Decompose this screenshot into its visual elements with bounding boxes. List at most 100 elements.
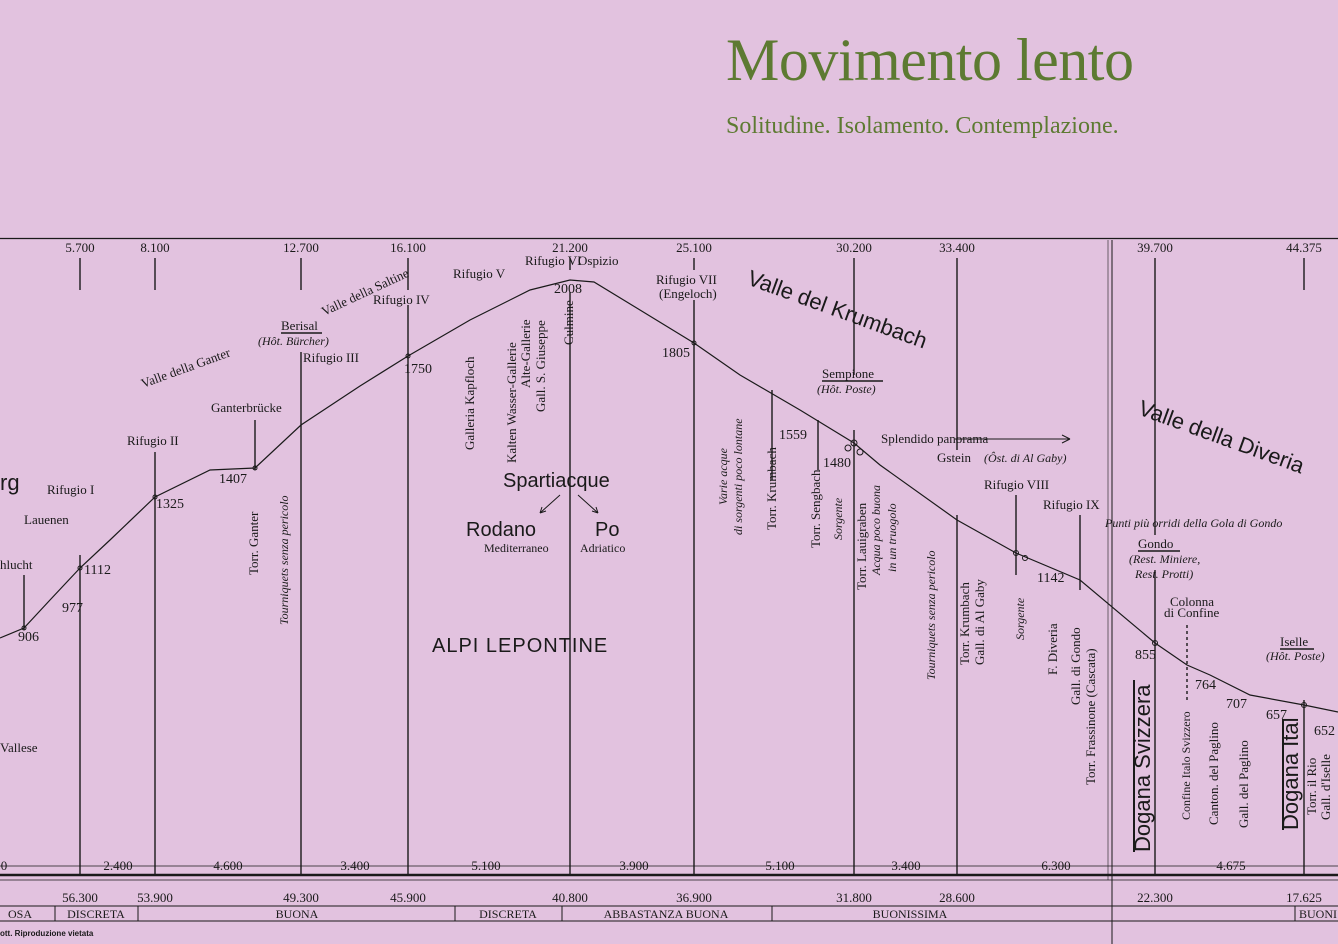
rifugio-label: Rifugio IV [373,292,430,307]
segment-length-labels: 0 2.400 4.600 3.400 5.100 3.900 5.100 3.… [1,858,1246,873]
gondo-rest-label: Rest. Protti) [1134,567,1193,581]
divide-label: Spartiacque [503,470,610,492]
elevation-label: 764 [1195,678,1216,693]
gondo-rest-label: (Rest. Miniere, [1129,552,1200,566]
sempione-label: Sempione [822,366,874,381]
schlucht-label: hlucht [0,557,33,572]
gall-al-gaby-label: Gall. di Al Gaby [972,579,987,665]
canton-paglino-label: Canton. del Paglino [1206,722,1221,825]
top-km-labels: 5.700 8.100 12.700 16.100 21.200 25.100 … [65,240,1322,255]
rifugio-label: Rifugio VI [525,253,581,268]
torr-frassinone-label: Torr. Frassinone (Cascata) [1083,648,1098,785]
gola-label: Punti più orridi della Gola di Gondo [1104,516,1282,530]
rifugio-label: Rifugio VIII [984,477,1049,492]
top-km-label: 16.100 [390,240,426,255]
segment-length: 3.400 [891,858,920,873]
range-name: ALPI LEPONTINE [432,635,608,657]
gstein-label: Gstein [937,450,971,465]
top-km-label: 25.100 [676,240,712,255]
tourniquets-label: Tourniquets senza pericolo [277,495,291,625]
f-diveria-label: F. Diveria [1045,623,1060,675]
alte-label: Alte-Gallerie [518,319,533,388]
ganterbrucke-label: Ganterbrücke [211,400,282,415]
bottom-km-label: 28.600 [939,890,975,905]
tourniquets-label: Tourniquets senza pericolo [924,550,938,680]
elevation-label: 1325 [156,497,184,512]
valle-diveria-label: Valle della Diveria [1135,395,1308,478]
engeloch-label: (Engeloch) [659,286,717,301]
iselle-hotel-label: (Hôt. Poste) [1266,649,1325,663]
valle-ganter-label: Valle della Ganter [139,344,233,390]
segment-length: 3.900 [619,858,648,873]
sorgente-label: Sorgente [1013,597,1027,640]
segment-length: 6.300 [1041,858,1070,873]
elevation-label: 2008 [554,282,582,297]
vallese-label: Vallese [0,740,38,755]
segment-length: 2.400 [103,858,132,873]
bottom-km-label: 31.800 [836,890,872,905]
road-quality: OSA [8,907,32,921]
divide-arrows [539,434,1071,514]
confine-label: di Confine [1164,605,1219,620]
top-km-label: 44.375 [1286,240,1322,255]
bottom-km-label: 17.625 [1286,890,1322,905]
elevation-label: 1142 [1037,571,1064,586]
kalten-label: Kalten Wasser-Gallerie [504,342,519,463]
varie-acque-label: Varie acque [716,447,730,505]
top-km-label: 30.200 [836,240,872,255]
torr-krumbach-label: Torr. Krumbach [957,582,972,665]
bottom-km-label: 40.800 [552,890,588,905]
segment-length: 4.675 [1216,858,1245,873]
footer-note: ott. Riproduzione vietata [0,929,94,938]
top-km-label: 21.200 [552,240,588,255]
torr-sengbach-label: Torr. Sengbach [808,469,823,548]
bottom-scale [0,865,1338,922]
elevation-label: 652 [1314,724,1335,739]
valle-krumbach-label: Valle del Krumbach [744,265,930,353]
top-km-label: 39.700 [1137,240,1173,255]
elevation-label: 977 [62,601,83,616]
bottom-km-label: 22.300 [1137,890,1173,905]
po-label: Po [595,519,619,541]
colonna-label: Colonna [1170,594,1214,609]
segment-length: 5.100 [471,858,500,873]
elevation-label: 1805 [662,346,690,361]
gstein-hotel-label: (Ôst. di Al Gaby) [984,451,1066,465]
road-quality: DISCRETA [479,907,537,921]
gondo-label: Gondo [1138,536,1173,551]
gall-iselle-label: Gall. d'Iselle [1318,754,1333,820]
elevation-label: 707 [1226,697,1247,712]
top-scale [0,237,1338,944]
rifugio-label: Rifugio V [453,266,506,281]
road-quality-labels: OSA DISCRETA BUONA DISCRETA ABBASTANZA B… [8,907,1337,921]
road-quality: BUONA [276,907,319,921]
elevation-label: 1480 [823,456,851,471]
top-km-label: 12.700 [283,240,319,255]
road-quality: DISCRETA [67,907,125,921]
road-quality: BUONI [1299,907,1337,921]
gall-paglino-label: Gall. del Paglino [1236,740,1251,828]
road-quality: ABBASTANZA BUONA [604,907,729,921]
elevation-profile-line [0,279,1338,713]
iselle-label: Iselle [1280,634,1308,649]
berisal-label: Berisal [281,318,318,333]
rodano-label: Rodano [466,519,536,541]
elevation-label: 906 [18,630,39,645]
torr-ganter-label: Torr. Ganter [246,511,261,575]
bottom-km-label: 49.300 [283,890,319,905]
torr-krumbach-label: Torr. Krumbach [764,447,779,530]
top-km-label: 5.700 [65,240,94,255]
bottom-km-labels: 56.300 53.900 49.300 45.900 40.800 36.90… [62,890,1322,905]
segment-length: 4.600 [213,858,242,873]
elevation-label: 1407 [219,472,247,487]
elevation-label: 657 [1266,708,1287,723]
gall-gondo-label: Gall. di Gondo [1068,627,1083,705]
dogana-ital-label: Dogana Ital [1278,717,1303,830]
segment-length: 3.400 [340,858,369,873]
elevation-label: 1559 [779,428,807,443]
culmine-label: Culmine [561,300,576,345]
station-lines [23,258,1305,875]
rifugio-label: Rifugio III [303,350,359,365]
profile-markers [21,340,1307,708]
